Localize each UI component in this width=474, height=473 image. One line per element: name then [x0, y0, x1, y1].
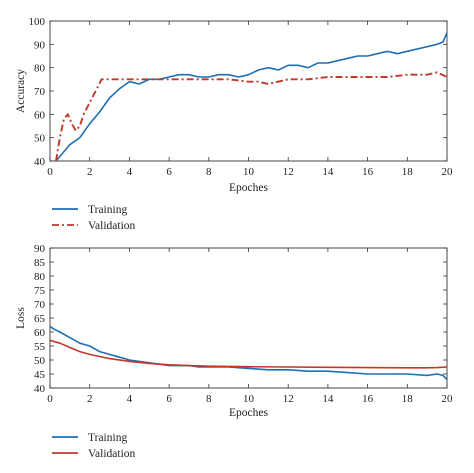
loss-x-tick-label: 12 [283, 393, 294, 405]
accuracy-y-axis-label: Accuracy [15, 69, 27, 113]
loss-panel: 0 2 4 6 8 10 12 14 16 18 20 40 45 50 55 60 65 70 75 80 85 90 E… [15, 243, 453, 460]
accuracy-y-tick-label: 40 [34, 156, 46, 168]
accuracy-x-tick-label: 10 [243, 166, 255, 178]
loss-x-tick-label: 16 [362, 393, 374, 405]
accuracy-x-axis-label: Epoches [229, 182, 268, 194]
loss-y-tick-label: 70 [34, 299, 46, 311]
accuracy-x-tick-label: 4 [127, 166, 133, 178]
loss-training-line [49, 325, 448, 381]
accuracy-x-tick-label: 6 [166, 166, 172, 178]
loss-y-tick-label: 80 [34, 271, 46, 283]
loss-x-tick-label: 0 [47, 393, 53, 405]
accuracy-panel: 0 2 4 6 8 10 12 14 16 18 20 40 50 60 70 80 90 100 Epoches A… [15, 16, 453, 232]
loss-y-tick-label: 90 [34, 243, 46, 255]
loss-x-tick-label: 14 [322, 393, 334, 405]
loss-y-tick-label: 45 [34, 369, 46, 381]
accuracy-x-tick-label: 8 [206, 166, 212, 178]
accuracy-legend-training-label: Training [88, 204, 127, 216]
loss-y-tick-label: 75 [34, 285, 46, 297]
loss-x-tick-label: 18 [402, 393, 414, 405]
loss-y-tick-label: 55 [34, 341, 46, 353]
accuracy-training-line [55, 32, 448, 162]
accuracy-y-tick-label: 70 [34, 86, 46, 98]
accuracy-validation-line [55, 71, 448, 162]
accuracy-y-tick-label: 100 [29, 16, 46, 28]
accuracy-x-tick-label: 16 [362, 166, 374, 178]
loss-x-tick-label: 6 [166, 393, 172, 405]
accuracy-y-tick-label: 80 [34, 63, 46, 75]
accuracy-plot-frame [49, 20, 448, 162]
accuracy-y-tick-label: 90 [34, 39, 46, 51]
loss-y-tick-label: 50 [34, 355, 46, 367]
loss-legend-validation-label: Validation [88, 448, 136, 460]
loss-legend-training-label: Training [88, 432, 127, 444]
accuracy-x-tick-label: 2 [87, 166, 93, 178]
accuracy-x-tick-label: 14 [322, 166, 334, 178]
loss-x-axis-label: Epoches [229, 407, 268, 419]
accuracy-y-tick-label: 60 [34, 109, 46, 121]
accuracy-x-tick-label: 18 [402, 166, 414, 178]
loss-x-tick-label: 10 [243, 393, 255, 405]
loss-y-tick-label: 85 [34, 257, 46, 269]
accuracy-x-tick-label: 12 [283, 166, 294, 178]
loss-x-tick-label: 2 [87, 393, 93, 405]
loss-validation-line [49, 339, 448, 369]
loss-x-tick-label: 20 [442, 393, 454, 405]
loss-x-tick-label: 8 [206, 393, 212, 405]
accuracy-legend-validation-label: Validation [88, 220, 136, 232]
accuracy-x-tick-label: 20 [442, 166, 454, 178]
loss-x-tick-label: 4 [127, 393, 133, 405]
loss-y-tick-label: 60 [34, 327, 46, 339]
accuracy-y-tick-label: 50 [34, 133, 46, 145]
loss-y-tick-label: 65 [34, 313, 46, 325]
accuracy-x-tick-label: 0 [47, 166, 53, 178]
loss-y-tick-label: 40 [34, 383, 46, 395]
loss-y-axis-label: Loss [15, 307, 27, 329]
